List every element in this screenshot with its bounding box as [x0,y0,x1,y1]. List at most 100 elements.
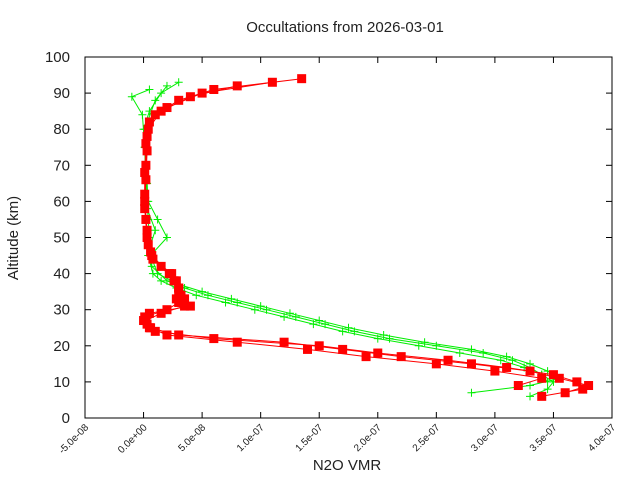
data-point-plus [502,352,511,361]
data-point-plus [127,92,136,101]
data-point-square [142,233,152,242]
data-point-square [303,344,313,354]
data-point-square [141,316,151,326]
data-point-plus [543,385,552,394]
data-point-plus [138,110,147,119]
series-1-profile-0-line [144,78,584,397]
series-1-profile-1-line [142,81,591,394]
data-point-square [141,139,151,149]
data-point-plus [233,298,242,307]
data-point-square [209,84,219,94]
plot-area [127,74,594,401]
x-tick-label: 0.0e+00 [116,422,150,456]
data-point-square [140,168,150,178]
data-point-square [537,391,547,401]
data-point-plus [285,309,294,318]
y-tick-label: 50 [53,230,70,247]
data-point-square [373,348,383,358]
data-point-plus [153,215,162,224]
x-axis-label: N2O VMR [313,457,382,474]
x-tick-label: 1.0e-07 [235,422,267,454]
data-point-square [150,110,160,120]
data-point-square [150,326,160,336]
chart-title: Occultations from 2026-03-01 [246,19,444,36]
data-point-square [502,362,512,372]
data-point-plus [420,338,429,347]
x-tick-label: 2.5e-07 [411,422,443,454]
data-point-square [142,146,152,156]
data-point-plus [467,388,476,397]
data-point-plus [432,341,441,350]
data-point-square [267,77,277,87]
y-tick-label: 100 [45,49,70,66]
data-point-square [144,117,154,127]
data-point-square [141,160,151,170]
y-tick-label: 40 [53,266,70,283]
data-point-plus [147,262,156,271]
data-point-square [443,355,453,365]
data-point-plus [153,269,162,278]
data-point-square [156,106,166,116]
data-point-square [297,74,307,84]
x-tick-label: -5.0e-08 [57,422,91,456]
data-point-square [146,323,156,333]
data-point-plus [467,345,476,354]
data-point-square [554,373,564,383]
y-tick-label: 0 [62,410,70,427]
data-point-square [548,370,558,380]
data-point-square [232,337,242,347]
data-point-plus [385,334,394,343]
data-point-square [490,366,500,376]
y-tick-label: 10 [53,374,70,391]
data-point-plus [526,381,535,390]
data-point-square [174,330,184,340]
y-tick-label: 60 [53,193,70,210]
data-point-square [560,388,570,398]
data-point-square [143,124,153,134]
data-point-square [431,359,441,369]
y-tick-label: 80 [53,121,70,138]
data-point-square [584,381,594,391]
data-point-plus [162,233,171,242]
data-point-square [537,373,547,383]
data-point-square [141,175,151,185]
data-point-square [156,308,166,318]
data-point-square [162,103,172,113]
data-point-square [466,359,476,369]
data-point-square [174,95,184,105]
data-point-plus [174,78,183,87]
data-point-square [174,283,184,293]
data-point-plus [203,291,212,300]
data-point-plus [479,349,488,358]
data-point-square [144,308,154,318]
data-point-square [164,269,174,279]
data-point-plus [192,291,201,300]
data-point-square [185,301,195,311]
data-point-square [180,301,190,311]
data-point-square [279,337,289,347]
data-point-square [314,341,324,351]
data-point-plus [508,356,517,365]
series-1-profile-2-line [144,85,542,386]
data-point-plus [350,327,359,336]
data-point-square [140,204,150,214]
data-point-plus [455,349,464,358]
data-point-square [396,352,406,362]
data-point-square [572,377,582,387]
x-tick-label: 3.5e-07 [528,422,560,454]
data-point-square [361,352,371,362]
x-tick-label: 3.0e-07 [469,422,501,454]
x-tick-label: 5.0e-08 [176,422,208,454]
data-point-square [162,305,172,315]
data-point-square [209,334,219,344]
data-point-square [156,261,166,271]
data-point-square [525,366,535,376]
series-0-profile-1-line [144,85,561,394]
data-point-square [513,381,523,391]
y-tick-label: 30 [53,302,70,319]
data-point-plus [151,226,160,235]
x-tick-label: 2.0e-07 [352,422,384,454]
y-axis-label: Altitude (km) [5,196,22,280]
